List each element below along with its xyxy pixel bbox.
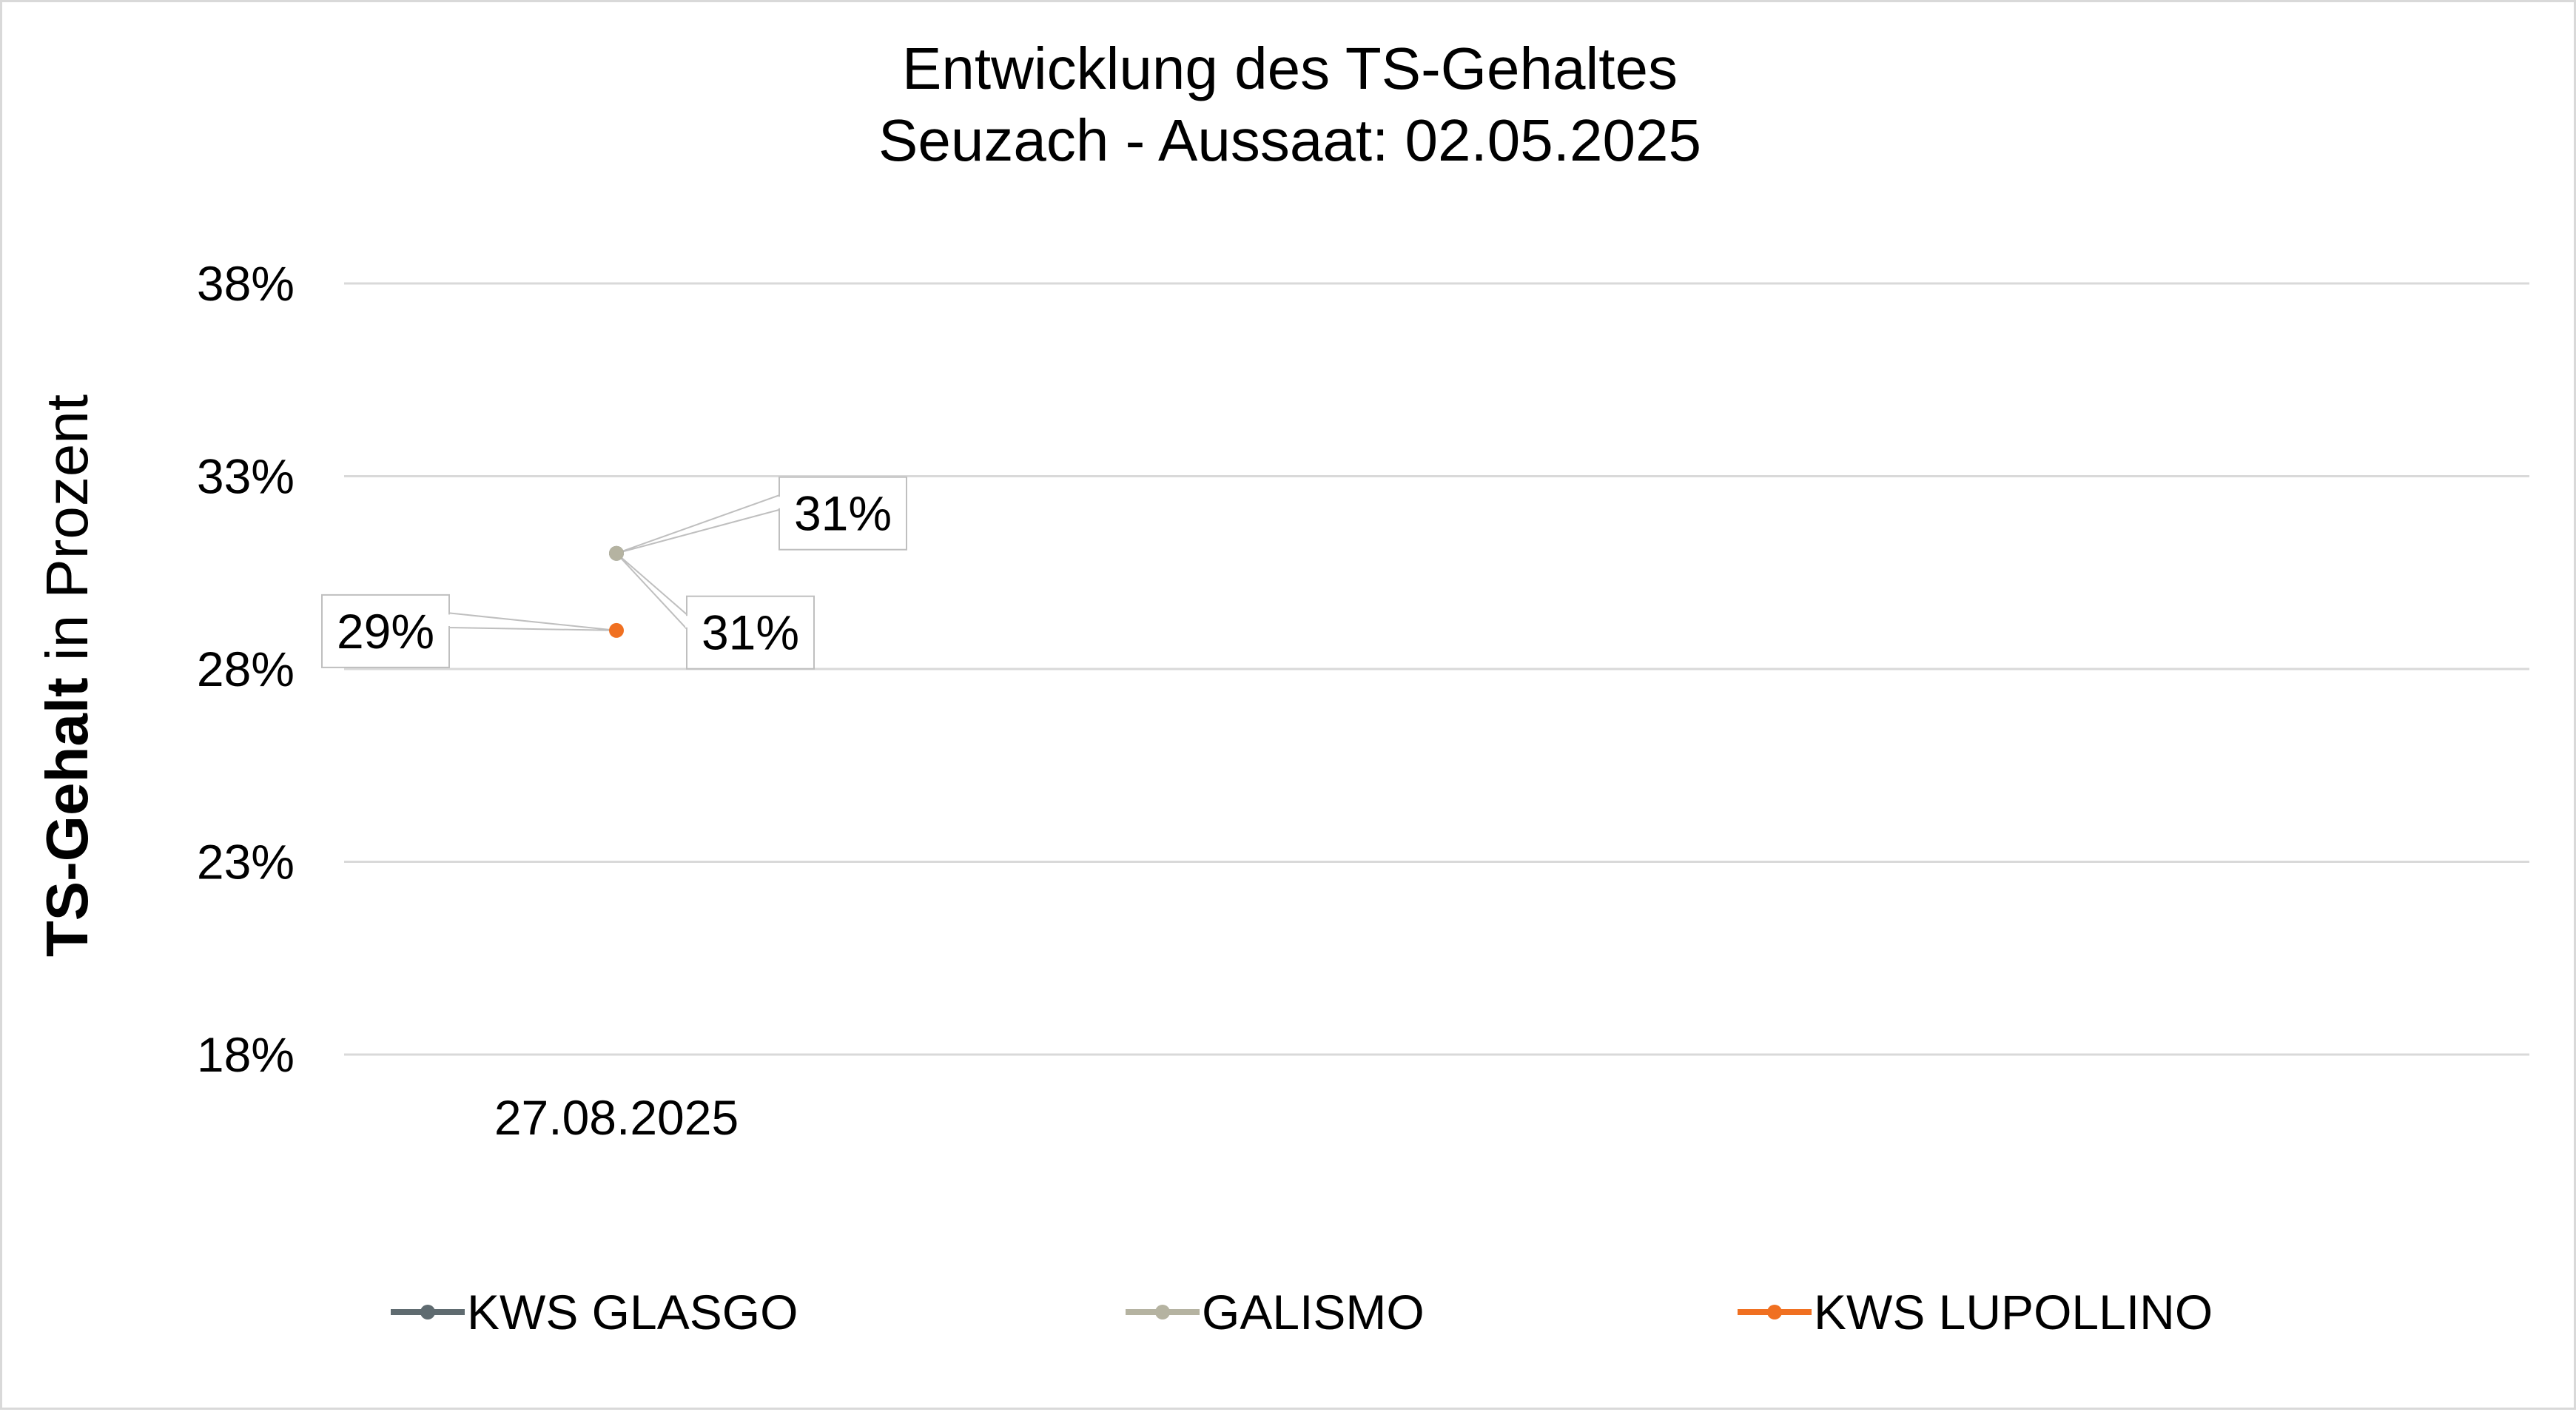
legend-swatch-marker [420, 1305, 435, 1319]
callout-box [686, 595, 815, 670]
callout-box [321, 594, 450, 668]
y-tick-label: 18% [197, 1027, 295, 1082]
chart-title-line-2: Seuzach - Aussaat: 02.05.2025 [878, 107, 1701, 173]
callout-box [778, 476, 907, 551]
data-point [609, 622, 624, 638]
callout-leader [616, 494, 780, 554]
callout-leader [448, 612, 617, 631]
x-tick-labels: 27.08.2025 [494, 1090, 739, 1145]
y-tick-label: 28% [197, 642, 295, 696]
y-tick-label: 33% [197, 449, 295, 504]
data-label: 31% [794, 486, 892, 541]
legend: KWS GLASGO GALISMO KWS LUPOLLINO [391, 1285, 2213, 1339]
data-point [609, 545, 624, 561]
legend-label: KWS GLASGO [467, 1285, 798, 1339]
gridlines [344, 282, 2529, 1056]
legend-label: KWS LUPOLLINO [1814, 1285, 2213, 1339]
chart-title-line-1: Entwicklung des TS-Gehaltes [902, 36, 1678, 101]
callout-leader [616, 552, 687, 631]
y-tick-labels: 18% 23% 28% 33% 38% [197, 256, 295, 1082]
y-axis-label-regular: in Prozent [34, 394, 100, 677]
data-label-callouts: 31% 31% 29% [321, 476, 907, 670]
legend-swatch-marker [1767, 1305, 1782, 1319]
y-tick-label: 23% [197, 835, 295, 890]
data-points [609, 545, 624, 638]
legend-swatch-marker [1155, 1305, 1170, 1319]
y-tick-label: 38% [197, 256, 295, 311]
x-tick-label: 27.08.2025 [494, 1090, 739, 1145]
data-label: 29% [337, 604, 434, 659]
y-axis-label-bold: TS-Gehalt [34, 677, 100, 957]
data-label: 31% [702, 605, 799, 660]
y-axis-label: TS-Gehalt in Prozent [34, 394, 100, 957]
legend-label: GALISMO [1202, 1285, 1425, 1339]
